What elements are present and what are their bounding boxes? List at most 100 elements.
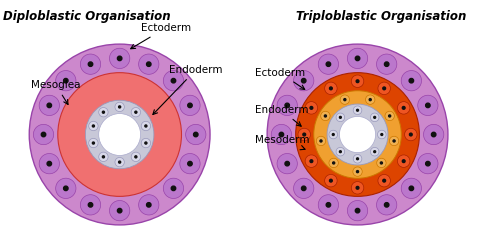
- Circle shape: [164, 70, 184, 91]
- Circle shape: [324, 115, 326, 117]
- Circle shape: [186, 124, 206, 145]
- Circle shape: [310, 106, 313, 109]
- Circle shape: [135, 111, 137, 113]
- Circle shape: [348, 200, 368, 221]
- Circle shape: [277, 95, 297, 116]
- Circle shape: [296, 73, 420, 196]
- Circle shape: [279, 132, 283, 137]
- Circle shape: [131, 152, 140, 162]
- Circle shape: [118, 161, 120, 163]
- Text: Ectoderm: Ectoderm: [130, 23, 190, 49]
- Circle shape: [418, 154, 438, 174]
- Circle shape: [353, 167, 362, 176]
- Circle shape: [384, 202, 389, 207]
- Circle shape: [353, 154, 362, 163]
- Circle shape: [401, 178, 421, 199]
- Circle shape: [194, 132, 198, 137]
- Circle shape: [398, 155, 410, 168]
- Circle shape: [418, 95, 438, 116]
- Circle shape: [188, 162, 192, 166]
- Circle shape: [378, 130, 386, 139]
- Circle shape: [356, 208, 360, 213]
- Circle shape: [303, 133, 306, 136]
- Circle shape: [56, 178, 76, 199]
- Circle shape: [324, 174, 337, 187]
- Circle shape: [115, 102, 124, 112]
- Circle shape: [352, 75, 364, 88]
- Circle shape: [318, 54, 338, 74]
- Circle shape: [29, 44, 210, 225]
- Circle shape: [352, 182, 364, 194]
- Circle shape: [374, 151, 376, 152]
- Circle shape: [188, 103, 192, 108]
- Circle shape: [146, 202, 151, 207]
- Circle shape: [329, 130, 338, 139]
- Text: Mesoderm: Mesoderm: [255, 135, 310, 150]
- Circle shape: [327, 104, 388, 165]
- Circle shape: [374, 116, 376, 118]
- Circle shape: [356, 158, 358, 160]
- Circle shape: [340, 116, 342, 118]
- Circle shape: [332, 134, 334, 136]
- Circle shape: [86, 100, 154, 169]
- Circle shape: [366, 95, 375, 104]
- Circle shape: [135, 156, 137, 158]
- Circle shape: [80, 54, 100, 74]
- Circle shape: [171, 78, 175, 83]
- Circle shape: [88, 138, 98, 148]
- Circle shape: [34, 124, 54, 145]
- Circle shape: [376, 158, 386, 168]
- Circle shape: [80, 195, 100, 215]
- Circle shape: [267, 44, 448, 225]
- Circle shape: [115, 158, 124, 167]
- Circle shape: [409, 186, 414, 190]
- Circle shape: [98, 114, 140, 156]
- Text: Diploblastic Organisation: Diploblastic Organisation: [2, 10, 170, 23]
- Circle shape: [410, 133, 412, 136]
- Circle shape: [370, 148, 379, 156]
- Circle shape: [92, 142, 94, 144]
- Circle shape: [380, 162, 382, 164]
- Circle shape: [47, 103, 52, 108]
- Circle shape: [390, 136, 399, 146]
- Circle shape: [320, 140, 322, 142]
- Circle shape: [138, 195, 159, 215]
- Circle shape: [409, 78, 414, 83]
- Text: Mesoglea: Mesoglea: [31, 80, 80, 104]
- Text: Ectoderm: Ectoderm: [255, 68, 305, 90]
- Circle shape: [330, 87, 332, 90]
- Circle shape: [171, 186, 175, 190]
- Circle shape: [314, 91, 402, 178]
- Circle shape: [180, 154, 200, 174]
- Circle shape: [102, 156, 104, 158]
- Circle shape: [64, 78, 68, 83]
- Circle shape: [388, 115, 390, 117]
- Text: Triploblastic Organisation: Triploblastic Organisation: [296, 10, 466, 23]
- Circle shape: [381, 134, 382, 136]
- Circle shape: [344, 98, 346, 101]
- Circle shape: [376, 54, 397, 74]
- Circle shape: [336, 113, 344, 122]
- Circle shape: [39, 95, 60, 116]
- Circle shape: [383, 87, 386, 90]
- Circle shape: [404, 128, 417, 141]
- Circle shape: [378, 82, 390, 94]
- Circle shape: [145, 125, 147, 127]
- Circle shape: [340, 151, 342, 152]
- Circle shape: [356, 170, 358, 173]
- Circle shape: [426, 162, 430, 166]
- Circle shape: [330, 179, 332, 182]
- Circle shape: [141, 121, 150, 131]
- Circle shape: [277, 154, 297, 174]
- Circle shape: [402, 106, 405, 109]
- Circle shape: [356, 56, 360, 60]
- Circle shape: [340, 116, 376, 152]
- Circle shape: [426, 103, 430, 108]
- Circle shape: [141, 138, 150, 148]
- Text: Endoderm: Endoderm: [153, 65, 222, 114]
- Circle shape: [272, 124, 291, 145]
- Circle shape: [356, 80, 359, 82]
- Circle shape: [285, 162, 290, 166]
- Circle shape: [424, 124, 444, 145]
- Circle shape: [356, 186, 359, 189]
